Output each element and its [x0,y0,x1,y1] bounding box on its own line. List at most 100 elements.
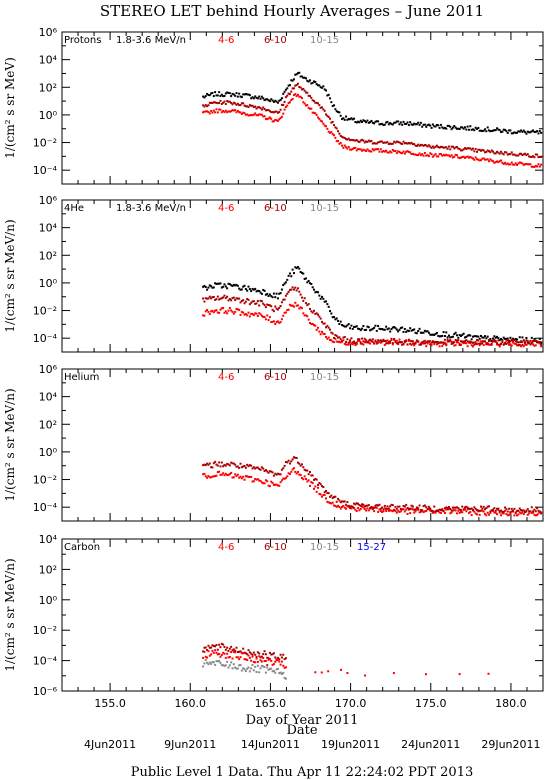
data-point [341,144,344,147]
data-point [534,514,537,517]
data-point [486,126,489,129]
data-point [474,342,477,345]
data-point [439,123,442,126]
data-point [484,335,487,338]
data-point [247,298,250,301]
data-point [457,341,460,344]
data-point [402,330,405,333]
data-point [509,129,512,132]
data-point [252,97,255,100]
data-point [501,510,504,513]
data-point [454,126,457,129]
data-point [339,114,342,117]
data-point [254,653,257,656]
legend-entry: 10-15 [310,372,339,383]
data-point [486,158,489,161]
data-point [529,163,532,166]
data-point [366,140,369,143]
data-point [525,132,528,135]
data-point [391,148,394,151]
data-point [445,331,448,334]
data-point [220,286,223,289]
data-point [397,509,400,512]
data-point [207,650,210,653]
data-point [431,123,434,126]
data-point [537,132,540,135]
data-point [540,155,543,158]
data-point [338,323,341,326]
data-point [321,495,324,498]
data-point [502,128,505,131]
data-point [235,656,238,659]
data-point [266,118,269,121]
data-point [398,141,401,144]
data-point [454,146,457,149]
data-point [222,285,225,288]
data-point [276,119,279,122]
data-point [455,339,458,342]
data-point [471,128,474,131]
data-point [474,147,477,150]
data-point [425,345,428,348]
data-point [417,121,420,124]
data-point [513,153,516,156]
data-point [310,474,313,477]
data-point [399,508,402,511]
data-point [366,325,369,328]
data-point [504,161,507,164]
data-point [279,321,282,324]
data-point [443,338,446,341]
data-point [355,139,358,142]
data-point [382,141,385,144]
data-point [286,94,289,97]
data-point [445,508,448,511]
data-point [268,658,271,661]
data-point [271,471,274,474]
data-point [203,662,206,665]
data-point [473,506,476,509]
data-point [522,509,525,512]
data-point [450,336,453,339]
data-point [450,342,453,345]
data-point [435,144,438,147]
data-point [438,146,441,149]
data-point [486,511,489,514]
data-point [480,159,483,162]
data-point [401,341,404,344]
data-point [243,284,246,287]
footer-text: Public Level 1 Data. Thu Apr 11 22:24:02… [131,765,474,780]
data-point [239,104,242,107]
data-point [526,163,529,166]
data-point [342,324,345,327]
data-point [254,105,257,108]
data-point [294,301,297,304]
data-point [282,298,285,301]
data-point [463,341,466,344]
data-point [299,75,302,78]
data-point [206,110,209,113]
data-point [401,343,404,346]
data-point [234,651,237,654]
data-point [330,339,333,342]
data-point [463,156,466,159]
data-point [505,337,508,340]
data-point [353,147,356,150]
data-point [311,99,314,102]
data-point [290,304,293,307]
y-tick-label: 10⁶ [39,194,58,207]
data-point [459,156,462,159]
data-point [394,505,397,508]
data-point [379,140,382,143]
data-point [307,279,310,282]
data-point [451,509,454,512]
data-point [498,343,501,346]
data-point [231,103,234,106]
data-point [334,495,337,498]
data-point [371,341,374,344]
data-point [349,505,352,508]
data-point [532,511,535,514]
data-point [329,501,332,504]
data-point [498,152,501,155]
data-point [355,325,358,328]
